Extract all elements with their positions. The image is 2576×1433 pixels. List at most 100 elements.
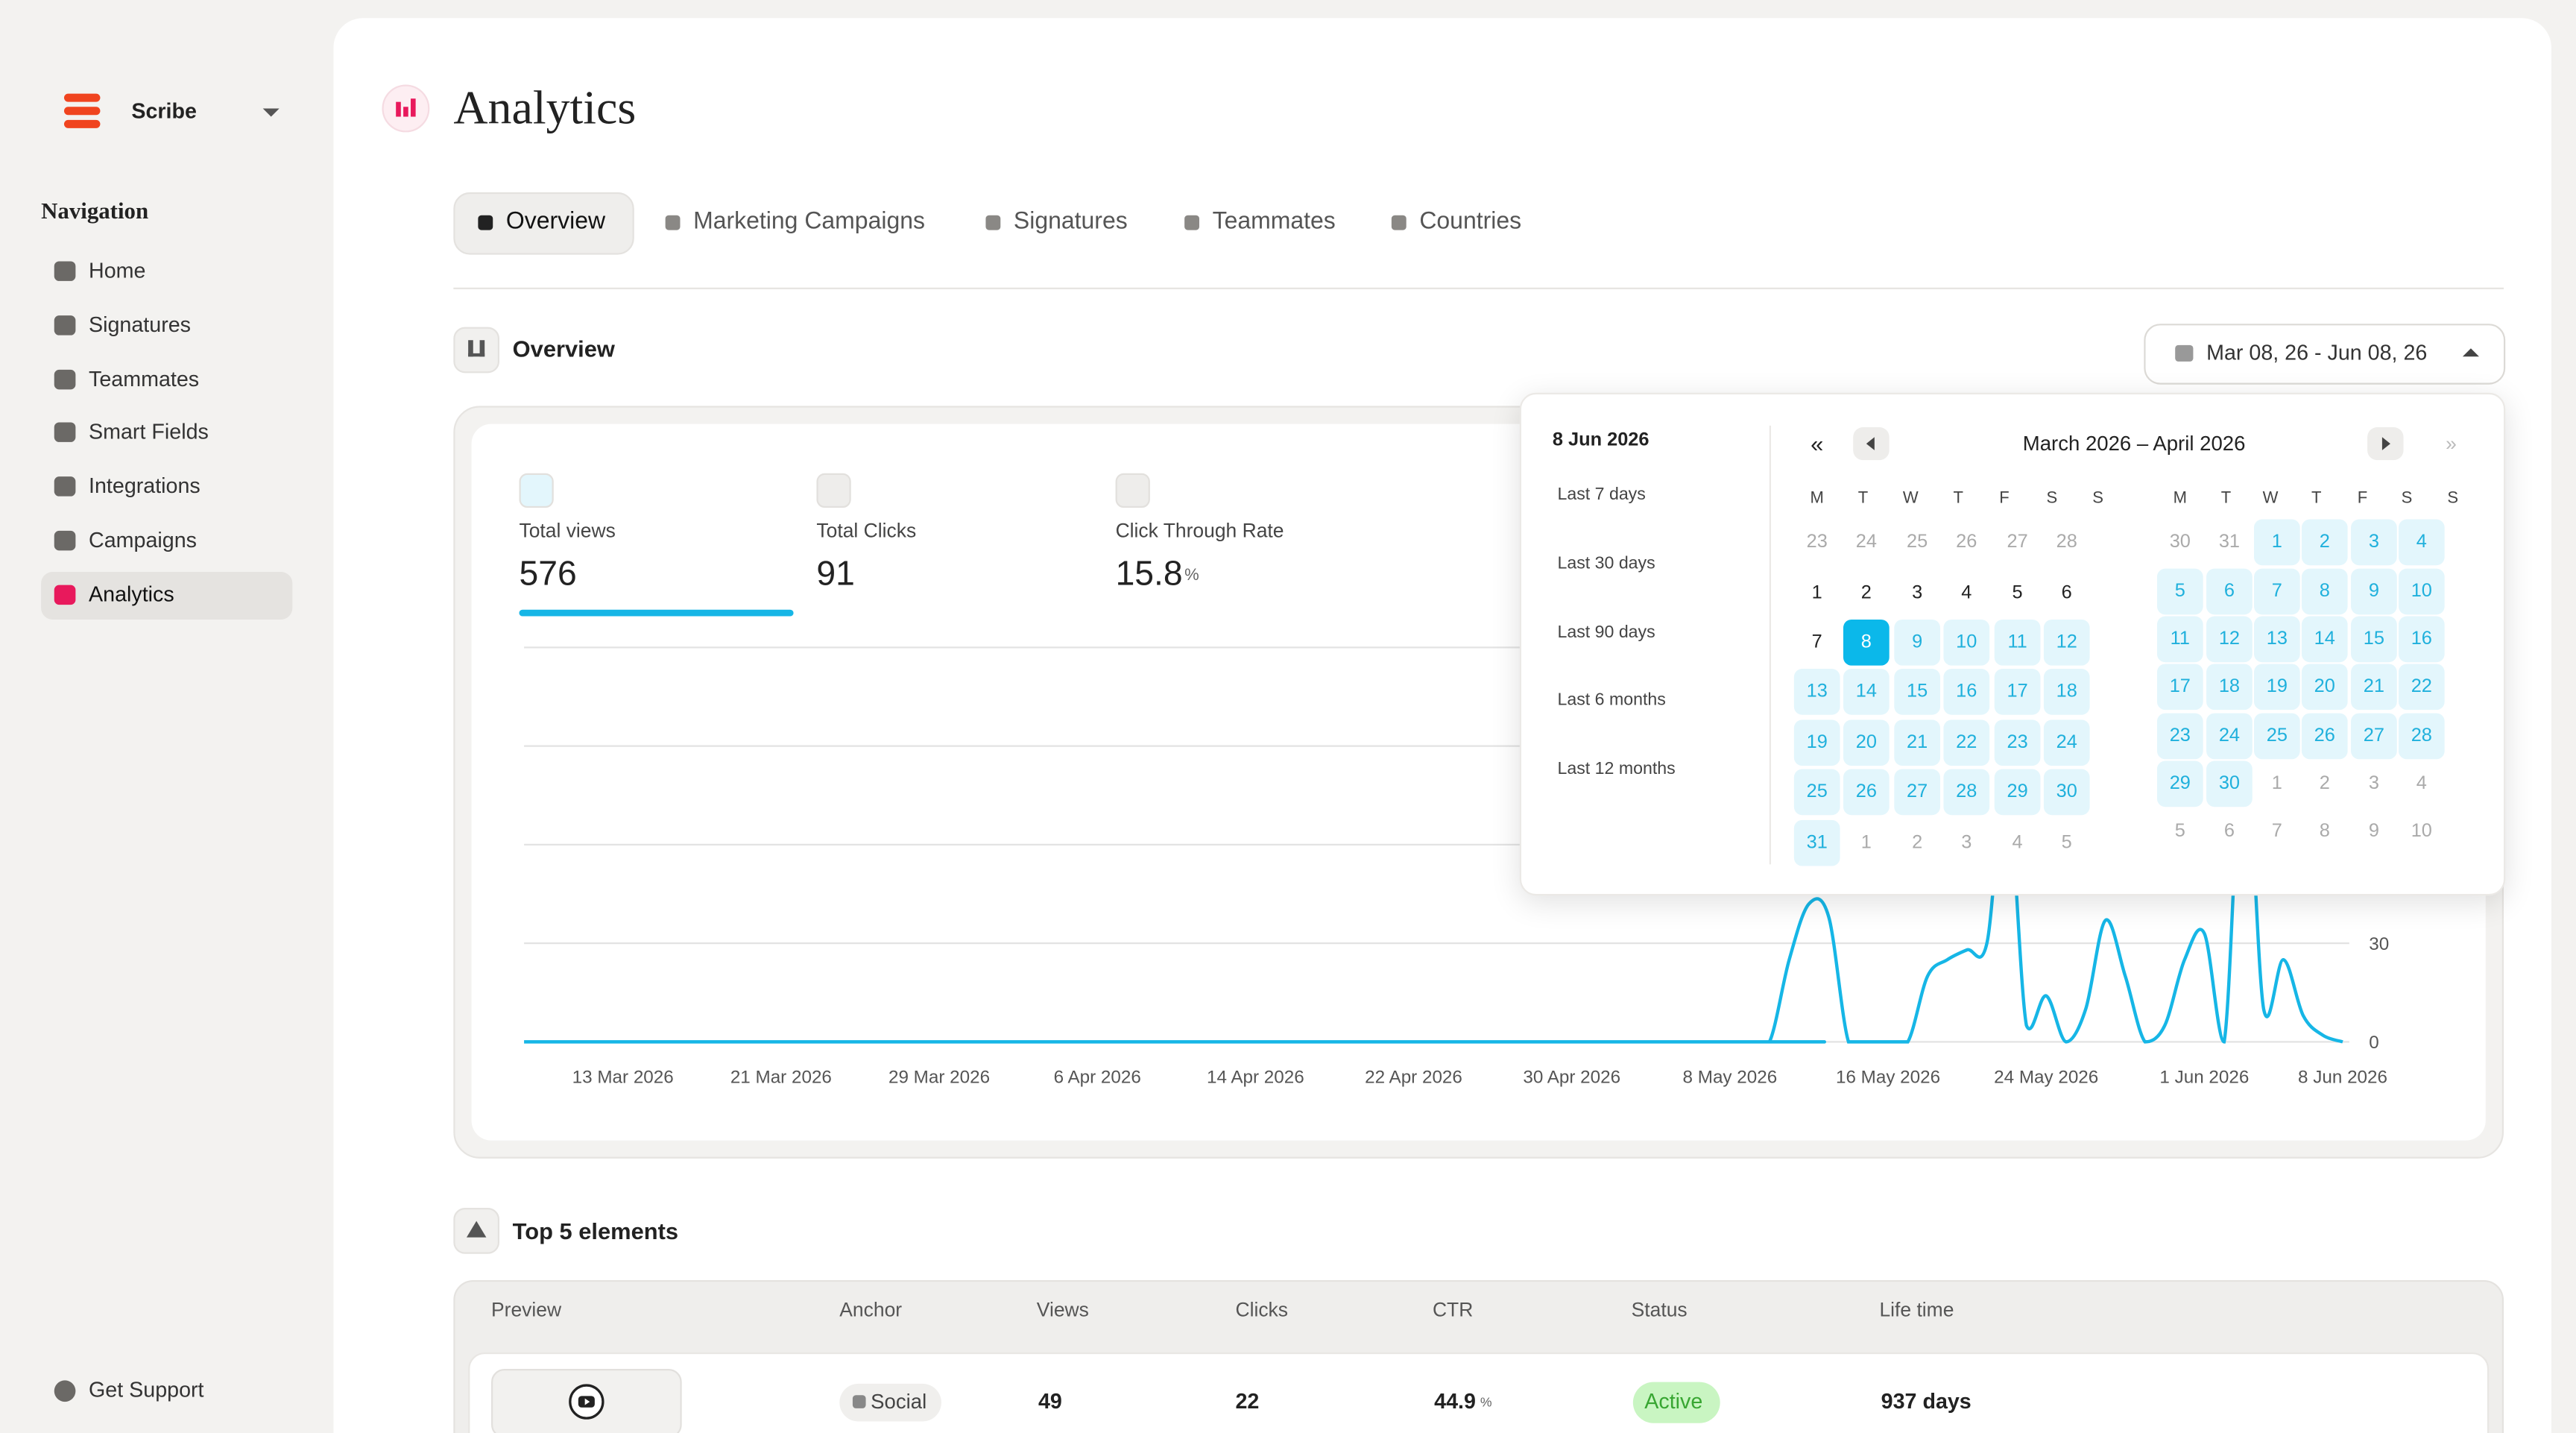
tab[interactable]: Overview (505, 208, 606, 236)
day[interactable]: 9 (2368, 822, 2379, 842)
day-in-range[interactable] (1943, 719, 1990, 766)
day[interactable]: 7 (2271, 822, 2282, 842)
day[interactable]: 3 (2368, 532, 2379, 552)
day-in-range[interactable] (1894, 719, 1941, 766)
preset[interactable]: Last 7 days (1557, 485, 1646, 505)
day-in-range[interactable] (2206, 760, 2253, 807)
day-in-range[interactable] (2253, 519, 2300, 566)
tab[interactable]: Marketing Campaigns (693, 208, 926, 236)
next-arrow[interactable] (2381, 437, 2390, 450)
tab[interactable]: Countries (1419, 208, 1522, 236)
day[interactable]: 30 (2218, 774, 2241, 794)
preset[interactable]: Last 30 days (1557, 553, 1655, 574)
day[interactable]: 22 (1956, 733, 1977, 753)
day-in-range[interactable] (1843, 769, 1890, 816)
day[interactable]: 10 (1956, 632, 1977, 653)
day[interactable]: 21 (1907, 733, 1928, 753)
day[interactable]: 10 (2411, 582, 2432, 602)
nav-item[interactable]: Campaigns (89, 527, 197, 552)
day[interactable]: 26 (1855, 782, 1877, 802)
day[interactable]: 16 (1956, 681, 1977, 702)
day[interactable]: 19 (2266, 677, 2288, 697)
day[interactable]: 4 (2012, 833, 2023, 853)
day[interactable]: 20 (1855, 733, 1877, 753)
date-caret[interactable] (2462, 348, 2479, 357)
day-in-range[interactable] (1943, 669, 1990, 715)
day-in-range[interactable] (2043, 619, 2090, 666)
day[interactable]: 13 (1806, 681, 1828, 702)
day[interactable]: 28 (2056, 532, 2077, 552)
day[interactable]: 23 (2007, 733, 2028, 753)
day[interactable]: 1 (2271, 532, 2282, 552)
day[interactable]: 3 (2368, 774, 2379, 794)
date-range[interactable]: Mar 08, 26 - Jun 08, 26 (2206, 340, 2428, 365)
day-in-range[interactable] (1994, 769, 2041, 816)
day[interactable]: 27 (2363, 726, 2384, 746)
day[interactable]: 21 (2363, 677, 2384, 697)
day[interactable]: 25 (1806, 782, 1828, 802)
day[interactable]: 26 (1956, 532, 1977, 552)
nav-item[interactable]: Integrations (89, 473, 201, 498)
day-in-range[interactable] (2351, 568, 2397, 615)
day[interactable]: 12 (2056, 632, 2077, 653)
day[interactable]: 29 (2169, 774, 2191, 794)
day-in-range[interactable] (1843, 669, 1890, 715)
day[interactable]: 1 (2271, 774, 2282, 794)
day[interactable]: 5 (2174, 822, 2185, 842)
day-in-range[interactable] (2156, 568, 2203, 615)
day-in-range[interactable] (2301, 664, 2348, 711)
day[interactable]: 2 (1912, 833, 1923, 853)
day[interactable]: 6 (2223, 582, 2235, 602)
day[interactable]: 17 (2169, 677, 2191, 697)
day[interactable]: 23 (1806, 532, 1828, 552)
tab[interactable]: Signatures (1013, 208, 1128, 236)
day[interactable]: 8 (2319, 822, 2330, 842)
day-in-range[interactable] (2043, 669, 2090, 715)
day[interactable]: 8 (1860, 632, 1872, 653)
day-in-range[interactable] (2206, 616, 2253, 663)
nav-item[interactable]: Analytics (89, 582, 174, 607)
day[interactable]: 10 (2411, 822, 2432, 842)
day-in-range[interactable] (1994, 619, 2041, 666)
preset[interactable]: Last 6 months (1557, 690, 1666, 711)
nav-item[interactable]: Smart Fields (89, 419, 209, 444)
day[interactable]: 13 (2266, 629, 2288, 649)
day-in-range[interactable] (2156, 713, 2203, 760)
nav-item[interactable]: Signatures (89, 312, 192, 337)
day-in-range[interactable] (2301, 568, 2348, 615)
day[interactable]: 11 (2170, 629, 2190, 649)
day[interactable]: 26 (2314, 726, 2335, 746)
day-in-range[interactable] (1994, 669, 2041, 715)
nav-first[interactable]: « (1811, 430, 1824, 457)
day[interactable]: 19 (1806, 733, 1828, 753)
day[interactable]: 8 (2319, 582, 2330, 602)
day-in-range[interactable] (2206, 568, 2253, 615)
day[interactable]: 2 (2319, 774, 2330, 794)
day-in-range[interactable] (2043, 769, 2090, 816)
day-in-range[interactable] (2206, 664, 2253, 711)
day-in-range[interactable] (2398, 519, 2445, 566)
day-in-range[interactable] (1894, 619, 1941, 666)
day[interactable]: 25 (2266, 726, 2288, 746)
day[interactable]: 30 (2169, 532, 2191, 552)
day[interactable]: 4 (2416, 774, 2427, 794)
day[interactable]: 18 (2056, 681, 2077, 702)
day[interactable]: 20 (2314, 677, 2335, 697)
day-in-range[interactable] (1994, 719, 2041, 766)
day-in-range[interactable] (2156, 664, 2203, 711)
day[interactable]: 28 (2411, 726, 2432, 746)
day-in-range[interactable] (1894, 769, 1941, 816)
day[interactable]: 23 (2169, 726, 2191, 746)
day-in-range[interactable] (1943, 619, 1990, 666)
day[interactable]: 31 (2218, 532, 2241, 552)
day[interactable]: 25 (1907, 532, 1928, 552)
nav-item[interactable]: Home (89, 258, 146, 283)
day[interactable]: 14 (2314, 629, 2335, 649)
day[interactable]: 6 (2061, 583, 2072, 603)
day[interactable]: 30 (2056, 782, 2077, 802)
day[interactable]: 2 (2319, 532, 2330, 552)
preset[interactable]: Last 12 months (1557, 759, 1676, 779)
day[interactable]: 1 (1860, 833, 1872, 853)
day-in-range[interactable] (2398, 616, 2445, 663)
day-in-range[interactable] (2398, 713, 2445, 760)
